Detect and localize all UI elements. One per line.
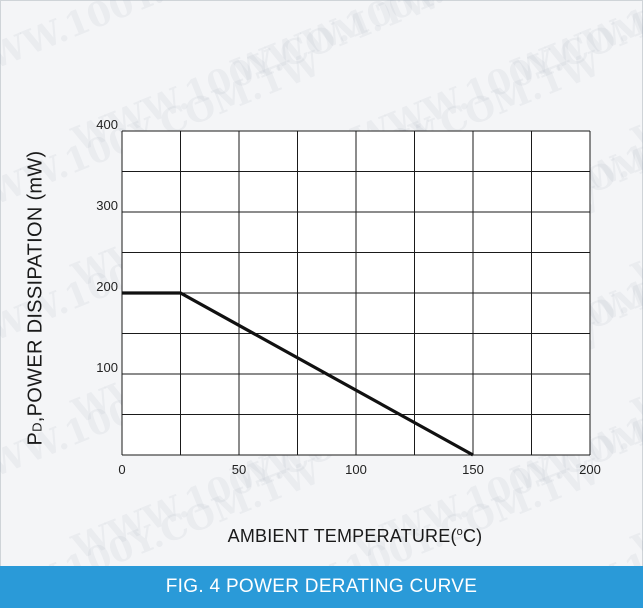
x-tick-label: 200 [579, 462, 601, 477]
x-axis-label: AMBIENT TEMPERATURE(oC) [227, 526, 483, 546]
derating-curve [122, 291, 474, 457]
figure-caption-text: FIG. 4 POWER DERATING CURVE [165, 576, 478, 597]
x-tick-label: 0 [118, 462, 125, 477]
y-tick-label: 300 [96, 198, 118, 213]
y-tick-label: 200 [96, 279, 118, 294]
y-axis-label: PD,POWER DISSIPATION (mW) [24, 150, 47, 446]
x-tick-label: 50 [232, 462, 246, 477]
figure-caption: FIG. 4 POWER DERATING CURVE [0, 566, 643, 608]
x-tick-label: 100 [345, 462, 367, 477]
y-tick-label: 100 [96, 360, 118, 375]
y-tick-label: 400 [96, 117, 118, 132]
x-tick-label: 150 [462, 462, 484, 477]
